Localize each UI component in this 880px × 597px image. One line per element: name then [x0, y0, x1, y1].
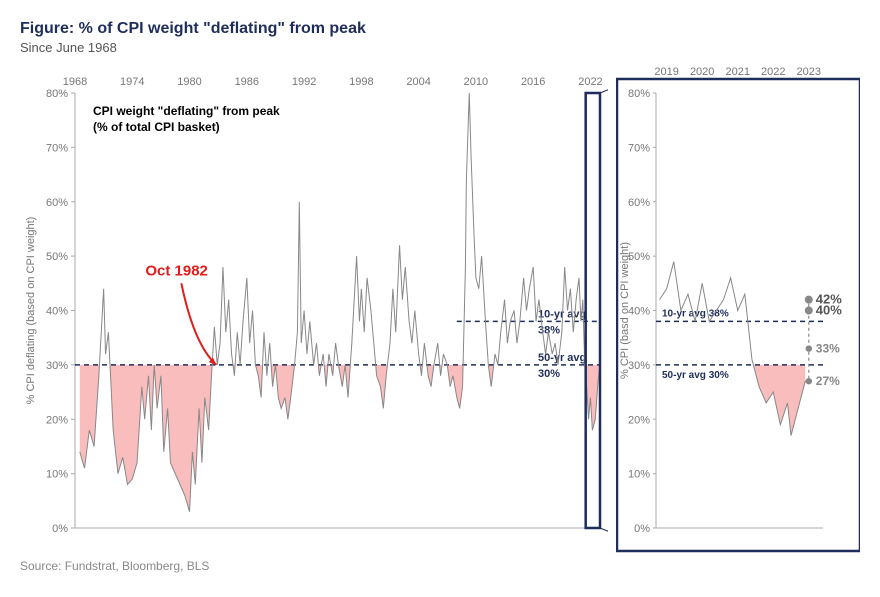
svg-text:0%: 0% — [634, 523, 650, 535]
svg-text:2022: 2022 — [578, 76, 602, 88]
svg-text:2021: 2021 — [725, 66, 749, 78]
svg-text:1968: 1968 — [63, 76, 87, 88]
svg-text:30%: 30% — [538, 368, 560, 380]
svg-text:1980: 1980 — [177, 76, 201, 88]
svg-text:20%: 20% — [46, 414, 68, 426]
figure-title: Figure: % of CPI weight "deflating" from… — [20, 20, 860, 38]
svg-text:2010: 2010 — [464, 76, 488, 88]
svg-text:2016: 2016 — [521, 76, 545, 88]
source-text: Source: Fundstrat, Bloomberg, BLS — [20, 559, 860, 573]
svg-text:70%: 70% — [628, 142, 650, 154]
svg-text:1998: 1998 — [349, 76, 373, 88]
svg-text:30%: 30% — [46, 360, 68, 372]
svg-text:Oct 1982: Oct 1982 — [145, 262, 208, 279]
svg-text:40%: 40% — [628, 306, 650, 318]
svg-text:50%: 50% — [628, 251, 650, 263]
svg-text:1986: 1986 — [235, 76, 259, 88]
main-chart: 0% 10% 20% 30% 40% 50% 60% 70% 80%1968 1974 1980 19… — [20, 63, 608, 553]
svg-text:80%: 80% — [46, 88, 68, 100]
svg-text:40%: 40% — [46, 306, 68, 318]
svg-text:% CPI (basd on CPI weight): % CPI (basd on CPI weight) — [619, 242, 631, 379]
svg-text:CPI weight "deflating" from pe: CPI weight "deflating" from peak — [93, 104, 280, 118]
svg-text:50-yr avg 30%: 50-yr avg 30% — [662, 370, 729, 381]
svg-text:2023: 2023 — [796, 66, 820, 78]
svg-text:60%: 60% — [46, 197, 68, 209]
svg-text:0%: 0% — [52, 523, 68, 535]
detail-chart: 0% 10% 20% 30% 40% 50% 60% 70% 80% 2019 2020 2021 20… — [616, 63, 860, 553]
svg-text:50%: 50% — [46, 251, 68, 263]
svg-text:42%: 42% — [816, 292, 842, 307]
svg-text:80%: 80% — [628, 88, 650, 100]
svg-text:70%: 70% — [46, 142, 68, 154]
charts-container: 0%10%20%30%40%50%60%70%80%19681974198019… — [20, 63, 860, 553]
svg-text:2019: 2019 — [654, 66, 678, 78]
svg-text:1974: 1974 — [120, 76, 144, 88]
svg-text:20%: 20% — [628, 414, 650, 426]
svg-text:33%: 33% — [816, 342, 840, 356]
svg-text:10%: 10% — [628, 469, 650, 481]
svg-text:2004: 2004 — [406, 76, 430, 88]
svg-text:% CPI deflating (based on CPI: % CPI deflating (based on CPI weight) — [25, 217, 37, 405]
svg-text:2020: 2020 — [690, 66, 714, 78]
svg-text:2022: 2022 — [761, 66, 785, 78]
svg-text:10%: 10% — [46, 469, 68, 481]
svg-text:27%: 27% — [816, 374, 840, 388]
svg-text:30%: 30% — [628, 360, 650, 372]
svg-text:1992: 1992 — [292, 76, 316, 88]
figure-subtitle: Since June 1968 — [20, 40, 860, 55]
svg-text:60%: 60% — [628, 197, 650, 209]
svg-text:(% of total CPI basket): (% of total CPI basket) — [93, 120, 220, 134]
